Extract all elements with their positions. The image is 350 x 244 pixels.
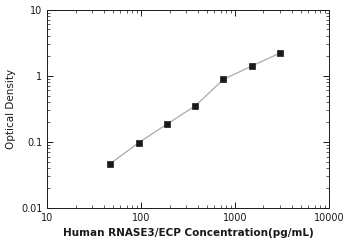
X-axis label: Human RNASE3/ECP Concentration(pg/mL): Human RNASE3/ECP Concentration(pg/mL): [63, 228, 314, 238]
Y-axis label: Optical Density: Optical Density: [6, 69, 15, 149]
